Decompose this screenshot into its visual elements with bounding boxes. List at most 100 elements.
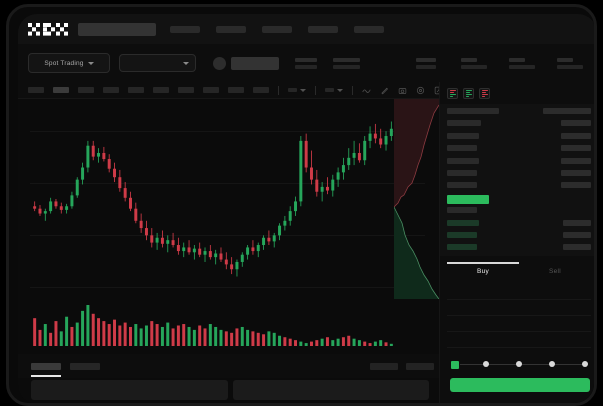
orderbook-row[interactable]: [447, 244, 591, 251]
tab-open-orders[interactable]: [31, 362, 61, 377]
timeframe-button-10[interactable]: [253, 87, 269, 93]
orderbook-row[interactable]: [447, 108, 591, 114]
order-form-row[interactable]: [447, 284, 591, 300]
okx-logo[interactable]: [28, 22, 68, 36]
orderbook-size: [561, 182, 591, 189]
chart-gridline: [30, 235, 425, 236]
app-screen: Spot Trading: [18, 14, 594, 403]
market-ticker-bar: Spot Trading: [18, 44, 594, 82]
order-form-row[interactable]: [447, 316, 591, 332]
orders-panel-right[interactable]: [232, 380, 429, 400]
ticker-stat-label: [509, 57, 525, 62]
timeframe-button-8[interactable]: [203, 87, 219, 93]
orders-control-1[interactable]: [370, 362, 398, 370]
global-search-input[interactable]: [78, 22, 156, 36]
orderbook-price: [447, 108, 499, 114]
orderbook-mode-bids-icon[interactable]: [463, 88, 474, 99]
orderbook-row[interactable]: [447, 182, 591, 189]
place-buy-order-button[interactable]: [450, 378, 590, 392]
slider-node-50[interactable]: [516, 360, 522, 367]
orderbook-price: [447, 120, 481, 127]
nav-item-1[interactable]: [170, 25, 200, 33]
orderbook-size: [561, 157, 591, 164]
timeframe-button-6[interactable]: [153, 87, 169, 93]
candlestick-chart: [33, 121, 393, 277]
orderbook-and-trade-panel: Buy Sell: [439, 82, 594, 403]
orders-panel-left[interactable]: [31, 380, 228, 400]
orders-control-2[interactable]: [406, 362, 434, 370]
orderbook-size: [563, 232, 591, 238]
device-bezel: Spot Trading: [6, 4, 597, 406]
chart-type-dropdown[interactable]: [325, 88, 343, 92]
timeframe-button-3[interactable]: [78, 87, 94, 93]
orderbook-row[interactable]: [447, 120, 591, 127]
order-form-row[interactable]: [447, 332, 591, 348]
orderbook-price: [447, 157, 479, 164]
orderbook-price: [447, 207, 477, 214]
orderbook-size: [561, 132, 591, 139]
timeframe-button-4[interactable]: [103, 87, 119, 93]
trading-pair-selector[interactable]: [119, 54, 196, 72]
ticker-stat-value: [557, 64, 583, 69]
ticker-stat-label: [333, 57, 360, 62]
orderbook-row[interactable]: [447, 194, 591, 204]
volume-histogram: [33, 305, 393, 346]
slider-node-25[interactable]: [483, 360, 489, 367]
chevron-down-icon: [87, 61, 94, 65]
slider-handle[interactable]: [450, 359, 460, 370]
pencil-icon[interactable]: [380, 86, 389, 95]
order-side-tabs: Buy Sell: [447, 262, 591, 282]
ticker-right-stat-1: [461, 57, 487, 69]
chart-type-label: [325, 88, 334, 92]
orders-tabs-right-controls: [370, 362, 439, 370]
orderbook-row[interactable]: [447, 145, 591, 152]
orders-tabs-bar: [18, 354, 439, 378]
timeframe-button-7[interactable]: [178, 87, 194, 93]
timeframe-button-1[interactable]: [28, 87, 44, 93]
nav-item-3[interactable]: [262, 25, 292, 33]
orderbook-mode-asks-icon[interactable]: [479, 88, 490, 99]
market-type-selector[interactable]: Spot Trading: [28, 53, 110, 73]
nav-item-2[interactable]: [216, 25, 246, 33]
orderbook-mode-both-icon[interactable]: [447, 88, 458, 99]
orderbook-row[interactable]: [447, 157, 591, 164]
ticker-stat-value: [333, 64, 360, 69]
orderbook-size: [543, 108, 591, 114]
order-amount-slider[interactable]: [450, 359, 590, 370]
orderbook-price: [447, 244, 477, 251]
orderbook-price: [447, 182, 477, 189]
tab-buy[interactable]: Buy: [447, 262, 519, 282]
top-navigation-bar: [18, 14, 594, 44]
slider-node-100[interactable]: [582, 360, 588, 367]
orderbook-list[interactable]: [440, 104, 594, 256]
toolbar-divider: [315, 85, 316, 95]
ticker-stat-label: [557, 57, 573, 62]
timeframe-button-9[interactable]: [228, 87, 244, 93]
orderbook-row[interactable]: [447, 232, 591, 238]
nav-item-4[interactable]: [308, 25, 338, 33]
toolbar-divider: [352, 85, 353, 95]
slider-node-75[interactable]: [549, 360, 555, 367]
orderbook-row[interactable]: [447, 132, 591, 139]
orderbook-price: [447, 194, 489, 204]
order-form-row[interactable]: [447, 300, 591, 316]
orderbook-size: [563, 219, 591, 226]
orderbook-view-modes: [447, 88, 490, 99]
price-chart-area[interactable]: [18, 99, 439, 354]
chart-interval-dropdown[interactable]: [288, 88, 306, 92]
settings-icon[interactable]: [416, 86, 425, 95]
orderbook-size: [561, 120, 591, 127]
tab-order-history[interactable]: [70, 362, 100, 370]
indicator-line-icon[interactable]: [362, 86, 371, 95]
nav-item-5[interactable]: [354, 25, 384, 33]
orderbook-row[interactable]: [447, 207, 591, 214]
orderbook-row[interactable]: [447, 170, 591, 176]
orderbook-row[interactable]: [447, 219, 591, 226]
chevron-down-icon: [300, 88, 306, 92]
camera-icon[interactable]: [398, 86, 407, 95]
timeframe-button-2[interactable]: [53, 87, 69, 93]
tab-sell[interactable]: Sell: [548, 268, 562, 275]
timeframe-button-5[interactable]: [128, 87, 144, 93]
chevron-down-icon: [183, 61, 189, 65]
